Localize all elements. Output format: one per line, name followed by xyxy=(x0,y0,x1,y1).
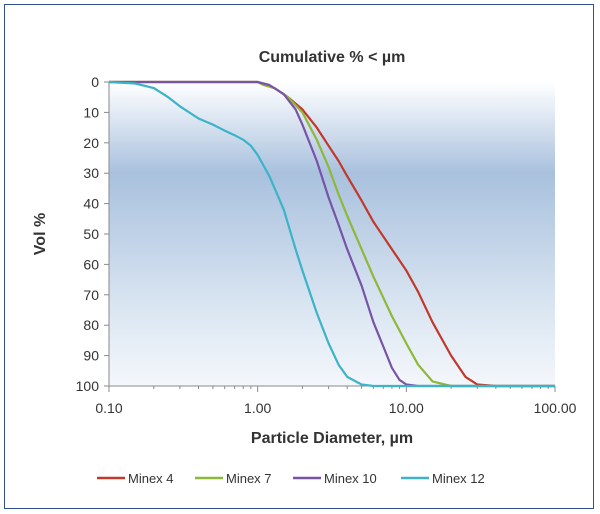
series-line-minex-12 xyxy=(108,80,555,388)
y-tick-label: 70 xyxy=(83,287,99,303)
plot-area xyxy=(109,82,555,386)
y-tick-label: 60 xyxy=(83,256,99,272)
y-tick-label: 40 xyxy=(83,196,99,212)
chart-svg: 0 10 20 30 40 50 60 70 80 90 100 0.10 1.00 10.00 100.0… xyxy=(32,49,577,486)
chart-frame: 0 10 20 30 40 50 60 70 80 90 100 0.10 1.00 10.00 100.0… xyxy=(4,4,594,509)
legend-label-minex-4: Minex 4 xyxy=(128,471,174,486)
x-axis-title: Particle Diameter, µm xyxy=(251,430,413,447)
x-tick-label: 0.10 xyxy=(95,400,122,416)
y-tick-label: 90 xyxy=(83,348,99,364)
legend-label-minex-12: Minex 12 xyxy=(432,471,485,486)
y-tick-label: 100 xyxy=(76,378,100,394)
x-tick-label: 1.00 xyxy=(244,400,271,416)
y-axis-title: Vol % xyxy=(32,213,49,255)
y-tick-label: 50 xyxy=(83,226,99,242)
chart-title: Cumulative % < µm xyxy=(259,49,406,66)
x-tick-label: 100.00 xyxy=(534,400,577,416)
y-tick-label: 0 xyxy=(91,74,99,90)
legend-label-minex-7: Minex 7 xyxy=(226,471,272,486)
y-tick-label: 20 xyxy=(83,135,99,151)
legend-label-minex-10: Minex 10 xyxy=(324,471,377,486)
x-tick-label: 10.00 xyxy=(389,400,424,416)
y-tick-label: 10 xyxy=(83,104,99,120)
y-tick-label: 80 xyxy=(83,317,99,333)
legend: Minex 4 Minex 7 Minex 10 Minex 12 xyxy=(97,471,485,486)
y-tick-label: 30 xyxy=(83,165,99,181)
series-line-minex-10 xyxy=(109,80,555,388)
